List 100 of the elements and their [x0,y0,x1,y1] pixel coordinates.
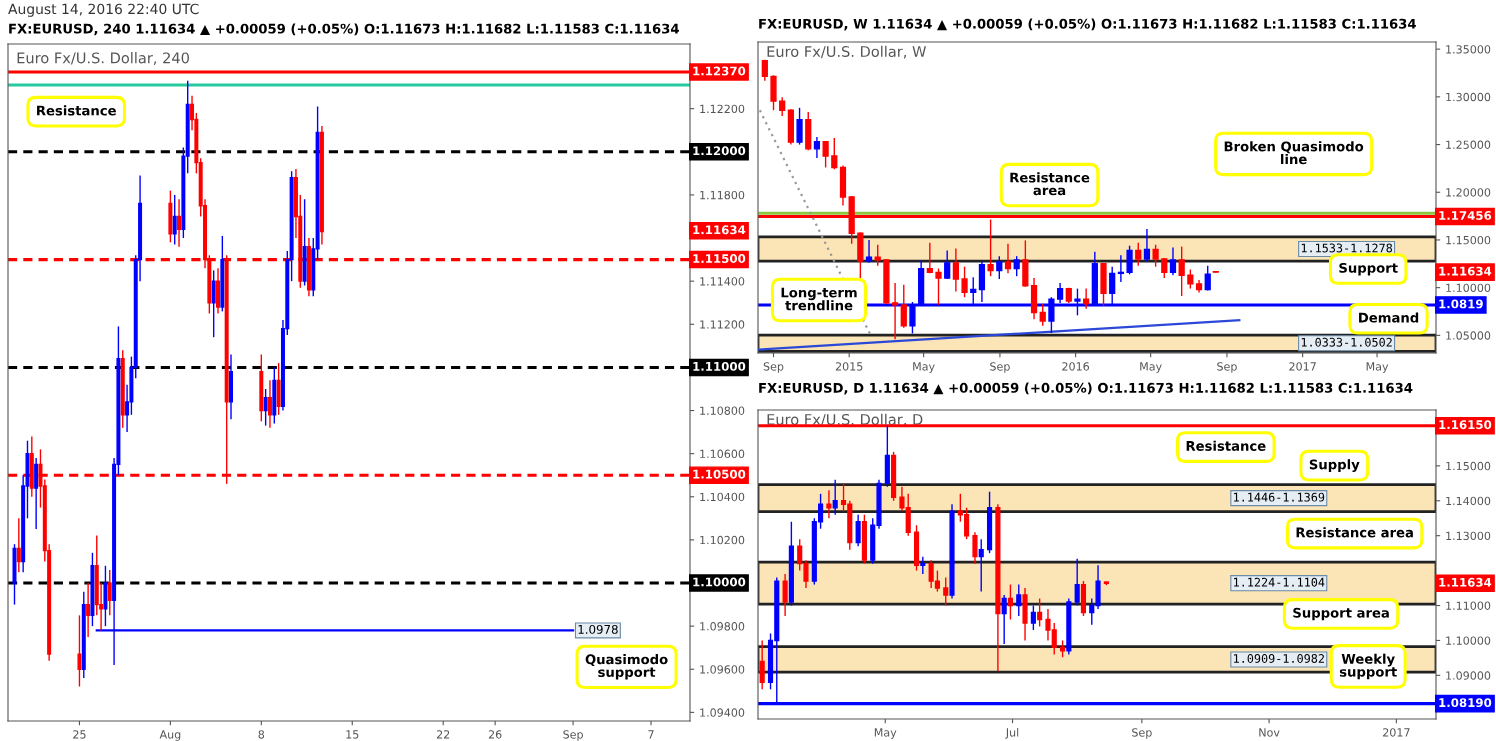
candlestick [978,538,984,593]
x-tick-label: Sep [990,362,1010,373]
text: August 14, 2016 22:40 UTC [8,3,199,17]
y-tick-label: 1.10000 [1446,283,1491,293]
candlestick [1039,303,1046,327]
chart-subtitle: FX:EURUSD, 240 1.11634 ▲ +0.00059 (+0.05%) O:1.11673 H:1.11682 L:1.11583 C:1.11634 [9,23,679,36]
text: 1.11634 [1439,266,1492,276]
chart-subtitle: FX:EURUSD, W 1.11634 ▲ +0.00059 (+0.05%) O:1.11673 H:1.11682 L:1.11583 C:1.11634 [759,18,1416,31]
candlestick [900,284,907,329]
candlestick [16,517,21,573]
y-tick-label: 1.30000 [1446,92,1491,102]
candlestick [926,242,933,275]
annotation: Resistance [1186,440,1266,451]
candlestick [1004,243,1012,275]
candlestick [1135,242,1142,267]
x-tick-label: 15 [346,730,359,739]
y-tick-label: 1.10800 [700,406,745,415]
y-tick-label: 1.11200 [700,320,745,329]
candlestick [987,218,994,277]
x-tick-label: 2016 [1062,362,1090,371]
annotation: 1.0978 [578,624,618,634]
candlestick [944,249,951,280]
chart-subtitle: FX:EURUSD, D 1.11634 ▲ +0.00059 (+0.05%) O:1.11673 H:1.11682 L:1.11583 C:1.11634 [759,382,1413,395]
annotation: Quasimodo support [585,654,668,680]
candlestick [855,514,861,547]
y-tick-label: 1.35000 [1446,45,1491,54]
annotation: Support area [1293,607,1389,621]
x-tick-label: 2017 [1383,728,1410,737]
candlestick [1152,244,1159,268]
candlestick [267,379,272,429]
candlestick [779,96,786,117]
candlestick [1161,257,1168,279]
ref-line-label: 1.11500 [693,254,746,264]
candlestick [86,582,91,638]
x-tick-label: Aug [159,730,181,741]
band-label: 1.0333-1.0502 [1301,337,1392,347]
y-tick-label: 1.13000 [1446,531,1491,541]
annotation: Resistance area [1010,172,1090,196]
y-tick-label: 1.09000 [1446,671,1491,680]
text: 1.11634 [693,225,746,235]
y-tick-label: 1.11800 [700,190,745,200]
x-tick-label: May [1140,362,1162,373]
candlestick [1030,604,1036,631]
candlestick [961,265,968,298]
x-tick-label: Sep [563,730,583,741]
candlestick [796,107,803,146]
x-tick-label: 26 [488,730,502,739]
candlestick [1007,583,1013,621]
ref-line-label: 1.12000 [693,146,746,156]
candlestick [813,136,821,159]
chart-title: Euro Fx/U.S. Dollar, 240 [17,52,189,65]
candlestick [1143,228,1151,263]
x-tick-label: May [1366,362,1389,373]
x-tick-label: Jul [1005,728,1019,739]
text: 1.11634 [1439,577,1492,587]
x-tick-label: 25 [73,730,86,739]
candlestick [1187,268,1194,290]
ref-line-label: 1.17456 [1439,211,1492,220]
candlestick [826,489,832,519]
y-tick-label: 1.15000 [1446,461,1491,471]
x-tick-label: Sep [1132,728,1152,739]
annotation: Demand [1359,312,1419,323]
candlestick [263,388,268,427]
candlestick [920,555,926,575]
candlestick [759,639,765,691]
y-tick-label: 1.10400 [700,492,745,502]
x-tick-label: Nov [1259,728,1280,737]
candlestick [831,137,838,171]
annotation: Resistance area [1296,527,1413,538]
band-label: 1.0909-1.0982 [1234,654,1324,663]
candlestick [935,267,942,306]
y-tick-label: 1.25000 [1446,140,1491,149]
candlestick [952,247,959,293]
x-tick-label: 2015 [835,362,863,371]
x-tick-label: May [874,728,897,739]
candlestick [1013,255,1020,277]
band-label: 1.1533-1.1278 [1301,243,1393,253]
band-label: 1.1224-1.1104 [1234,577,1325,587]
x-tick-label: 22 [436,730,450,739]
annotation: Broken Quasimodo line [1224,141,1364,165]
y-tick-label: 1.09600 [700,665,745,674]
chart-title: Euro Fx/U.S. Dollar, W [767,45,926,59]
candlestick [874,244,881,267]
x-tick-label: May [913,362,935,373]
annotation: Weekly support [1339,653,1397,680]
candlestick [1037,597,1043,628]
candlestick [865,239,873,264]
candlestick [996,255,1003,280]
annotation: Supply [1309,459,1360,473]
ref-line-label: 1.10500 [693,469,746,479]
y-tick-label: 1.14000 [1446,496,1491,506]
band-label: 1.1446-1.1369 [1234,492,1325,502]
annotation: Long-term trendline [781,287,857,311]
candlestick [107,569,112,617]
candlestick [1001,594,1007,645]
y-tick-label: 1.11400 [700,277,745,286]
candlestick [1016,583,1022,617]
candlestick [1204,265,1211,292]
y-tick-label: 1.05000 [1446,331,1491,340]
ref-line-label: 1.16150 [1439,420,1492,430]
